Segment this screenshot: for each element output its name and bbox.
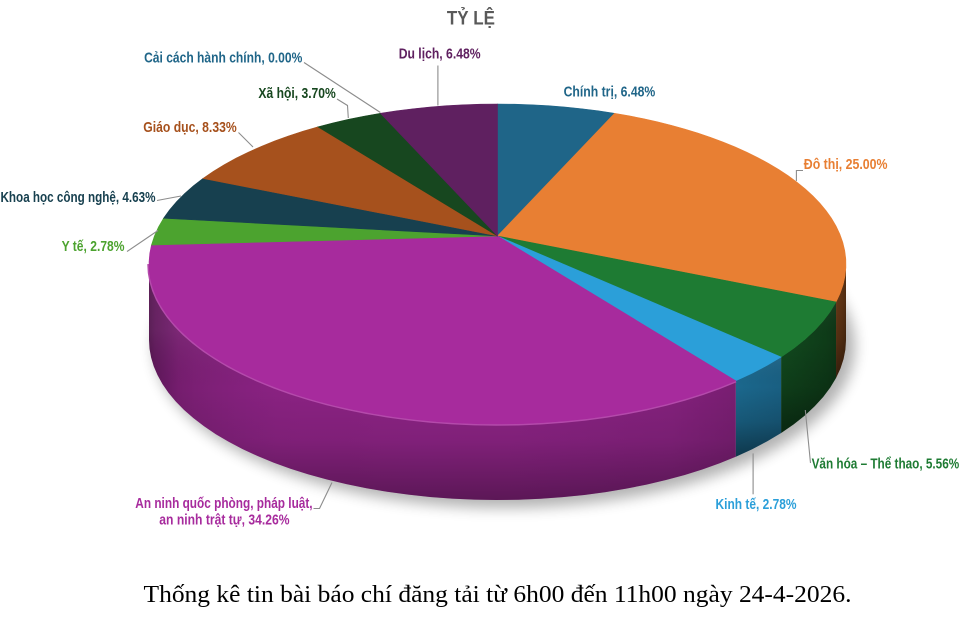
svg-text:Thống kê tin bài báo chí đăng: Thống kê tin bài báo chí đăng tải từ 6h0…: [144, 582, 852, 608]
svg-text:An ninh quốc phòng, pháp luật,: An ninh quốc phòng, pháp luật,: [135, 495, 312, 512]
svg-text:Y tế, 2.78%: Y tế, 2.78%: [62, 238, 125, 255]
svg-text:Giáo dục, 8.33%: Giáo dục, 8.33%: [143, 119, 236, 136]
svg-text:Đô thị, 25.00%: Đô thị, 25.00%: [804, 156, 888, 173]
svg-text:Kinh tế, 2.78%: Kinh tế, 2.78%: [716, 496, 797, 513]
svg-text:Chính trị, 6.48%: Chính trị, 6.48%: [564, 83, 656, 100]
svg-text:Văn hóa – Thể thao, 5.56%: Văn hóa – Thể thao, 5.56%: [812, 455, 960, 472]
svg-text:an ninh trật tự, 34.26%: an ninh trật tự, 34.26%: [159, 512, 289, 529]
svg-text:Cải cách hành chính, 0.00%: Cải cách hành chính, 0.00%: [144, 49, 302, 66]
svg-text:TỶ LỆ: TỶ LỆ: [447, 8, 495, 30]
svg-text:Xã hội, 3.70%: Xã hội, 3.70%: [258, 85, 335, 102]
svg-text:Khoa học công nghệ, 4.63%: Khoa học công nghệ, 4.63%: [1, 189, 156, 206]
svg-text:Du lịch, 6.48%: Du lịch, 6.48%: [399, 46, 481, 63]
